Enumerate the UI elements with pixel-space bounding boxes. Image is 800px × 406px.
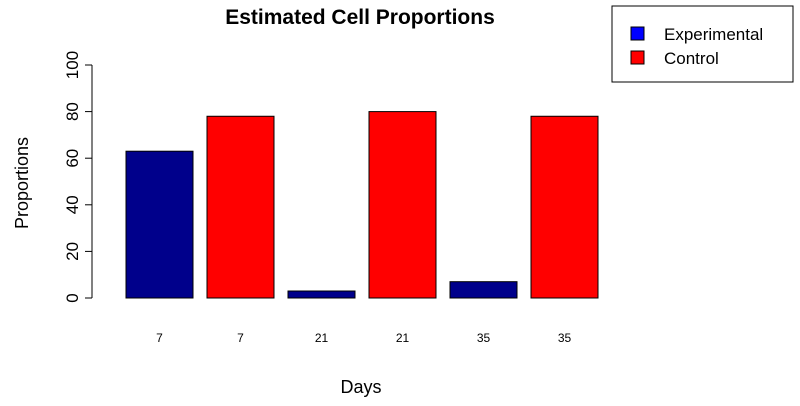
legend-swatch bbox=[630, 50, 645, 65]
chart-title: Estimated Cell Proportions bbox=[225, 6, 495, 29]
x-tick-label: 21 bbox=[396, 331, 410, 345]
x-tick-label: 35 bbox=[477, 331, 491, 345]
y-axis-label: Proportions bbox=[12, 137, 32, 229]
legend-label: Control bbox=[664, 49, 719, 68]
y-axis: 0 20 40 60 80 100 bbox=[63, 51, 93, 303]
y-tick-label: 20 bbox=[63, 242, 82, 261]
legend-swatch bbox=[630, 26, 645, 41]
bar-experimental bbox=[449, 281, 518, 299]
bar-control bbox=[206, 115, 275, 299]
bar-experimental bbox=[287, 290, 356, 299]
x-tick-label: 7 bbox=[237, 331, 244, 345]
y-tick-label: 0 bbox=[63, 293, 82, 302]
bars bbox=[125, 111, 599, 299]
y-tick-label: 60 bbox=[63, 149, 82, 168]
y-tick-label: 40 bbox=[63, 195, 82, 214]
x-axis-label: Days bbox=[340, 377, 381, 397]
x-tick-label: 35 bbox=[558, 331, 572, 345]
legend-box bbox=[611, 5, 794, 83]
bar-control bbox=[530, 115, 599, 299]
x-tick-label: 21 bbox=[315, 331, 329, 345]
y-tick-label: 80 bbox=[63, 102, 82, 121]
bar-control bbox=[368, 111, 437, 299]
legend: Experimental Control bbox=[611, 5, 794, 83]
bar-experimental bbox=[125, 150, 194, 299]
x-tick-labels: 7 7 21 21 35 35 bbox=[156, 331, 571, 345]
legend-label: Experimental bbox=[664, 25, 763, 44]
y-tick-label: 100 bbox=[63, 51, 82, 79]
x-tick-label: 7 bbox=[156, 331, 163, 345]
